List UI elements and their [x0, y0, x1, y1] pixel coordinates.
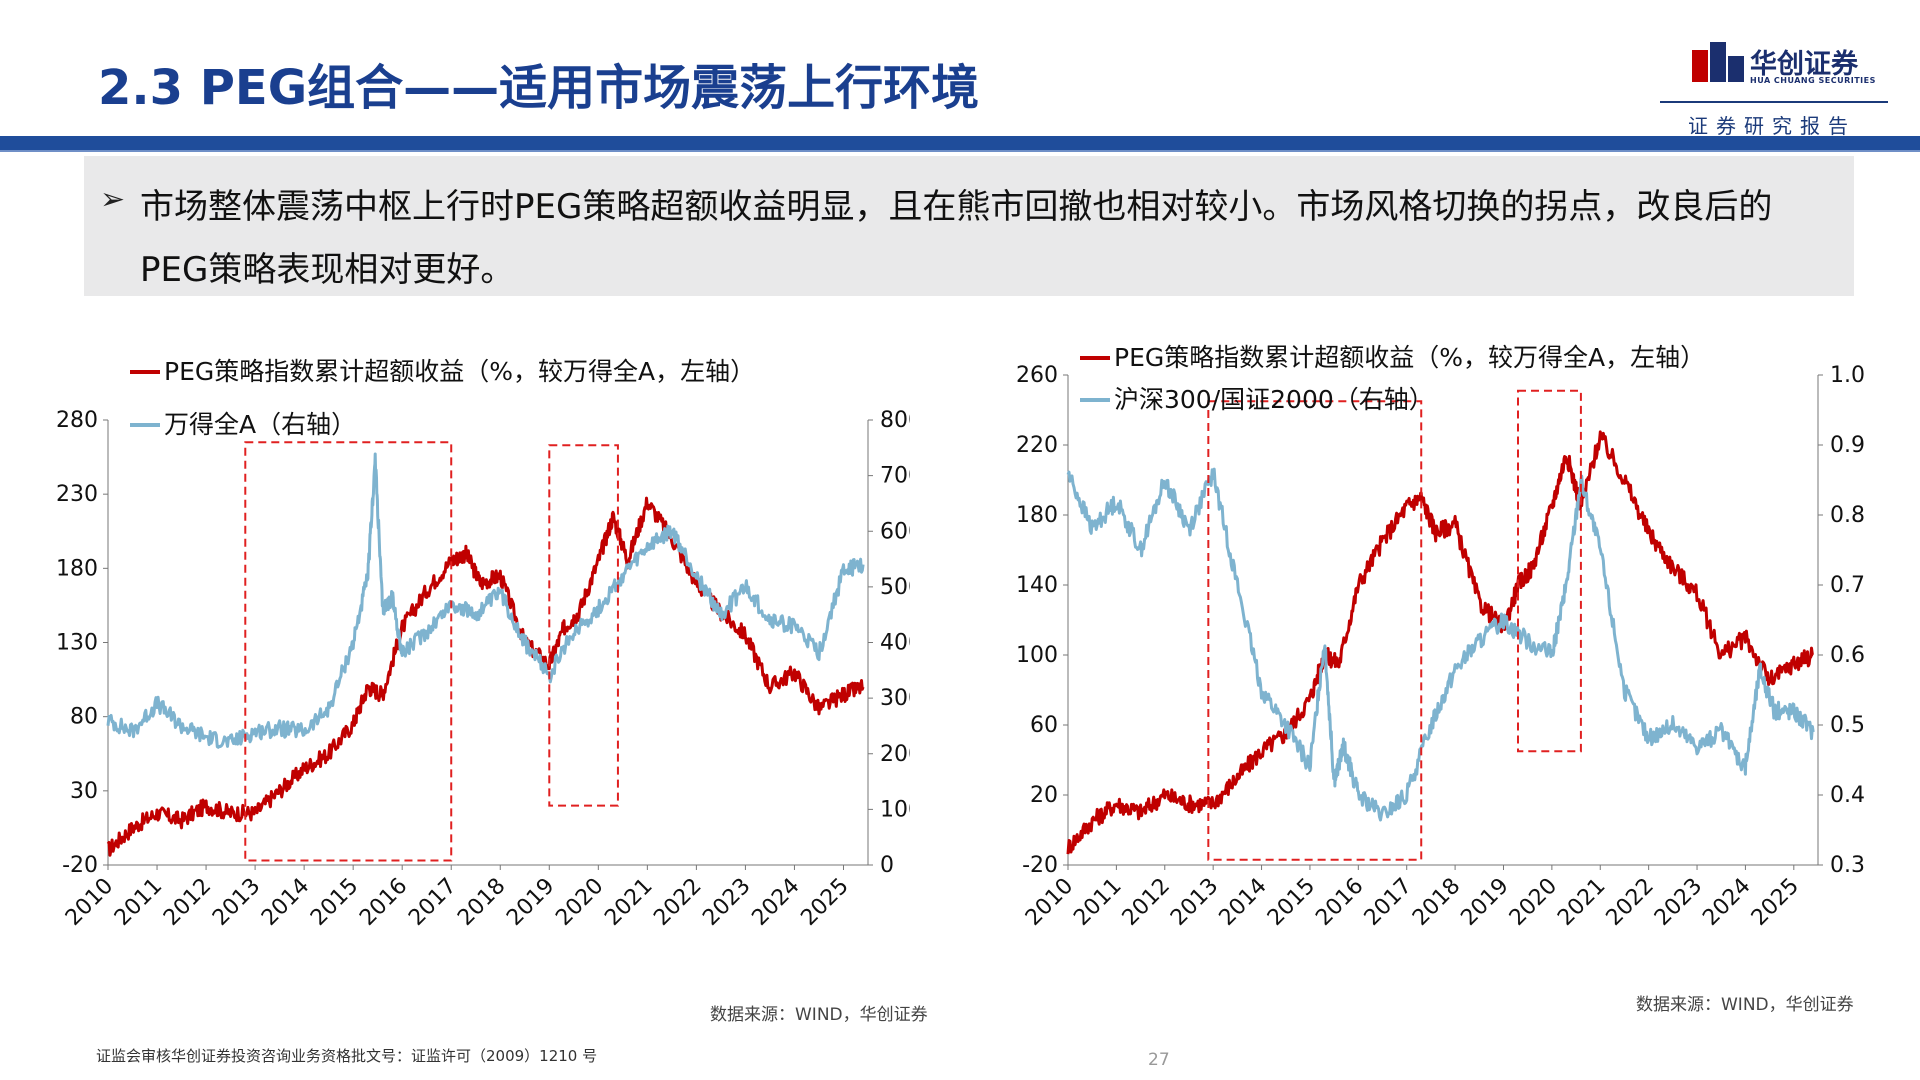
left-tick-label: 130	[56, 631, 98, 656]
x-tick-label: 2013	[208, 874, 265, 931]
left-tick-label: 230	[56, 482, 98, 507]
footer-license: 证监会审核华创证券投资咨询业务资格批文号：证监许可（2009）1210 号	[96, 1047, 598, 1065]
highlight-region	[548, 444, 619, 807]
right-tick-label: 3000	[880, 686, 910, 711]
left-tick-label: 20	[1030, 783, 1058, 808]
x-tick-label: 2010	[1021, 874, 1078, 931]
series-line-peg	[106, 496, 865, 857]
report-tag: 证券研究报告	[1688, 114, 1856, 138]
x-tick-label: 2015	[1263, 874, 1320, 931]
x-tick-label: 2012	[159, 874, 216, 931]
right-tick-label: 4000	[880, 631, 910, 656]
left-tick-label: -20	[62, 853, 98, 878]
x-tick-label: 2020	[551, 874, 608, 931]
chart-left: -20 30 80 130 180 230 280 0 1000 2000 3000 4000 5000…	[56, 357, 910, 931]
x-tick-label: 2018	[1408, 874, 1465, 931]
x-tick-label: 2014	[1215, 874, 1272, 931]
x-tick-label: 2011	[110, 874, 167, 931]
x-tick-label: 2024	[747, 874, 804, 931]
legend-label: 万得全A（右轴）	[164, 410, 356, 439]
legend-label: PEG策略指数累计超额收益（%，较万得全A，左轴）	[164, 357, 755, 386]
page-title: 2.3 PEG组合——适用市场震荡上行环境	[98, 60, 980, 116]
left-tick-label: 80	[70, 705, 98, 730]
right-tick-label: 0.5	[1830, 713, 1865, 738]
right-tick-label: 1000	[880, 797, 910, 822]
left-tick-label: 30	[70, 779, 98, 804]
left-tick-label: 280	[56, 408, 98, 433]
x-tick-label: 2021	[600, 874, 657, 931]
x-tick-label: 2022	[1602, 874, 1659, 931]
x-tick-label: 2025	[796, 874, 853, 931]
x-tick-label: 2015	[306, 874, 363, 931]
x-tick-label: 2013	[1166, 874, 1223, 931]
summary-text: 市场整体震荡中枢上行时PEG策略超额收益明显，且在熊市回撤也相对较小。市场风格切…	[140, 187, 1773, 290]
highlight-region	[1207, 400, 1423, 861]
series-line-benchmark	[106, 452, 865, 749]
right-tick-label: 1.0	[1830, 363, 1865, 388]
logo-text-en: HUA CHUANG SECURITIES	[1750, 76, 1876, 85]
x-tick-label: 2022	[649, 874, 706, 931]
logo-divider	[1660, 101, 1888, 103]
bullet-arrow-icon: ➢	[100, 182, 126, 217]
x-tick-label: 2021	[1553, 874, 1610, 931]
right-tick-label: 8000	[880, 408, 910, 433]
chart-right: -20 20 60 100 140 180 220 260 0.3 0.4 0.5 0.6 0.7 0.8…	[1016, 343, 1865, 931]
right-tick-label: 6000	[880, 519, 910, 544]
right-tick-label: 0.8	[1830, 503, 1865, 528]
x-tick-label: 2019	[1456, 874, 1513, 931]
x-tick-label: 2012	[1118, 874, 1175, 931]
header-bar-thin	[0, 150, 1920, 152]
company-logo: 华创证券 HUA CHUANG SECURITIES	[1690, 40, 1875, 90]
left-tick-label: 220	[1016, 433, 1058, 458]
right-tick-label: 5000	[880, 575, 910, 600]
legend-label: 沪深300/国证2000（右轴）	[1114, 385, 1434, 414]
x-tick-label: 2024	[1698, 874, 1755, 931]
right-tick-label: 0	[880, 853, 894, 878]
x-tick-label: 2017	[404, 874, 461, 931]
left-tick-label: 180	[1016, 503, 1058, 528]
right-tick-label: 0.7	[1830, 573, 1865, 598]
left-tick-label: 60	[1030, 713, 1058, 738]
summary-callout	[84, 156, 1854, 296]
right-tick-label: 7000	[880, 464, 910, 489]
x-tick-label: 2011	[1069, 874, 1126, 931]
chart-right-source: 数据来源：WIND，华创证券	[1636, 995, 1854, 1015]
x-tick-label: 2016	[1311, 874, 1368, 931]
right-tick-label: 2000	[880, 742, 910, 767]
left-tick-label: 140	[1016, 573, 1058, 598]
chart-left-source: 数据来源：WIND，华创证券	[710, 1005, 928, 1025]
left-tick-label: 180	[56, 556, 98, 581]
right-tick-label: 0.4	[1830, 783, 1865, 808]
x-tick-label: 2023	[1650, 874, 1707, 931]
x-tick-label: 2018	[453, 874, 510, 931]
series-line-peg	[1066, 430, 1814, 855]
x-tick-label: 2014	[257, 874, 314, 931]
left-tick-label: 100	[1016, 643, 1058, 668]
page-number: 27	[1148, 1050, 1170, 1070]
legend-label: PEG策略指数累计超额收益（%，较万得全A，左轴）	[1114, 343, 1705, 372]
x-tick-label: 2017	[1360, 874, 1417, 931]
x-tick-label: 2020	[1505, 874, 1562, 931]
right-tick-label: 0.3	[1830, 853, 1865, 878]
x-tick-label: 2010	[61, 874, 118, 931]
right-tick-label: 0.9	[1830, 433, 1865, 458]
highlight-region	[1517, 389, 1582, 753]
left-tick-label: 260	[1016, 363, 1058, 388]
header-bar	[0, 136, 1920, 150]
x-tick-label: 2019	[502, 874, 559, 931]
x-tick-label: 2023	[698, 874, 755, 931]
right-tick-label: 0.6	[1830, 643, 1865, 668]
logo-mark-icon	[1692, 42, 1744, 82]
left-tick-label: -20	[1022, 853, 1058, 878]
logo-text-cn: 华创证券	[1750, 49, 1858, 80]
x-tick-label: 2016	[355, 874, 412, 931]
x-tick-label: 2025	[1747, 874, 1804, 931]
